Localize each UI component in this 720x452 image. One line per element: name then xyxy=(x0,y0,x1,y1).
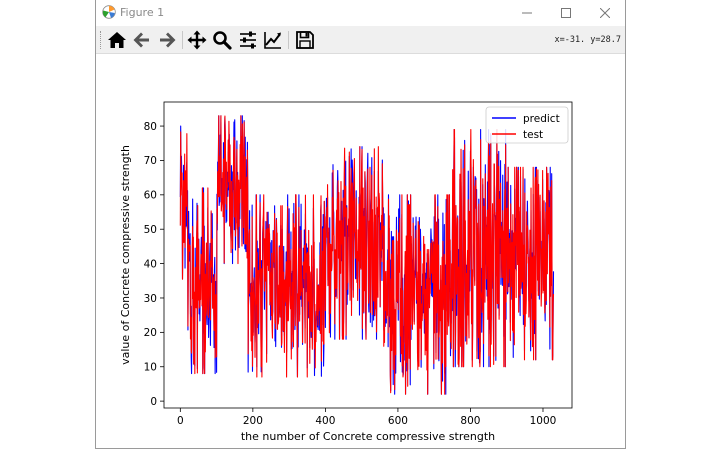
maximize-icon xyxy=(561,8,571,18)
toolbar-separator xyxy=(182,31,183,49)
window-title: Figure 1 xyxy=(120,6,165,19)
minimize-button[interactable] xyxy=(508,0,546,26)
y-tick-label: 10 xyxy=(144,362,157,374)
toolbar-separator xyxy=(288,31,289,49)
pan-button[interactable] xyxy=(186,29,208,51)
x-tick-label: 1000 xyxy=(530,415,557,427)
title-bar[interactable]: Figure 1 xyxy=(96,0,625,26)
y-tick-label: 50 xyxy=(144,224,157,236)
configure-subplots-button[interactable] xyxy=(237,29,259,51)
arrow-right-icon xyxy=(160,32,176,48)
y-tick-label: 40 xyxy=(144,258,157,270)
x-tick-label: 200 xyxy=(243,415,263,427)
figure-canvas[interactable]: 0 200 400 600 800 1000 0 10 20 30 40 50 60 70 80 the n… xyxy=(96,54,625,448)
x-tick-label: 800 xyxy=(460,415,480,427)
figure-window: Figure 1 xyxy=(95,0,626,449)
save-button[interactable] xyxy=(294,29,316,51)
floppy-disk-icon xyxy=(296,31,314,49)
move-icon xyxy=(187,30,207,50)
line-chart-icon xyxy=(264,32,281,49)
close-icon xyxy=(600,8,610,18)
y-tick-label: 70 xyxy=(144,155,157,167)
edit-axis-button[interactable] xyxy=(262,29,284,51)
minimize-icon xyxy=(522,12,532,14)
y-tick-label: 80 xyxy=(144,121,157,133)
x-tick-label: 400 xyxy=(315,415,335,427)
arrow-left-icon xyxy=(133,32,149,48)
back-button[interactable] xyxy=(131,29,153,51)
x-tick-label: 0 xyxy=(177,415,184,427)
x-tick-label: 600 xyxy=(388,415,408,427)
y-tick-label: 20 xyxy=(144,327,157,339)
magnifier-icon xyxy=(213,31,232,50)
matplotlib-logo-icon xyxy=(102,5,116,19)
home-icon xyxy=(108,32,126,48)
y-tick-label: 60 xyxy=(144,190,157,202)
sliders-icon xyxy=(240,31,256,49)
y-tick-label: 0 xyxy=(150,396,157,408)
home-button[interactable] xyxy=(106,29,128,51)
series-line-test xyxy=(179,115,555,395)
coordinate-readout: x=-31. y=28.7 xyxy=(554,35,621,45)
forward-button[interactable] xyxy=(156,29,178,51)
x-axis-label: the number of Concrete compressive stren… xyxy=(241,430,495,443)
close-button[interactable] xyxy=(586,0,624,26)
axes-frame xyxy=(163,101,573,409)
toolbar-grip[interactable] xyxy=(100,31,103,49)
navigation-toolbar: x=-31. y=28.7 xyxy=(96,26,625,54)
zoom-button[interactable] xyxy=(211,29,233,51)
line-chart[interactable]: 0 200 400 600 800 1000 0 10 20 30 40 50 60 70 80 the n… xyxy=(96,54,625,448)
legend: predict test xyxy=(485,106,569,144)
legend-label-test: test xyxy=(523,129,543,141)
maximize-button[interactable] xyxy=(547,0,585,26)
legend-label-predict: predict xyxy=(523,113,560,125)
y-axis-label: value of Concrete compressive strength xyxy=(119,145,132,365)
y-tick-label: 30 xyxy=(144,293,157,305)
